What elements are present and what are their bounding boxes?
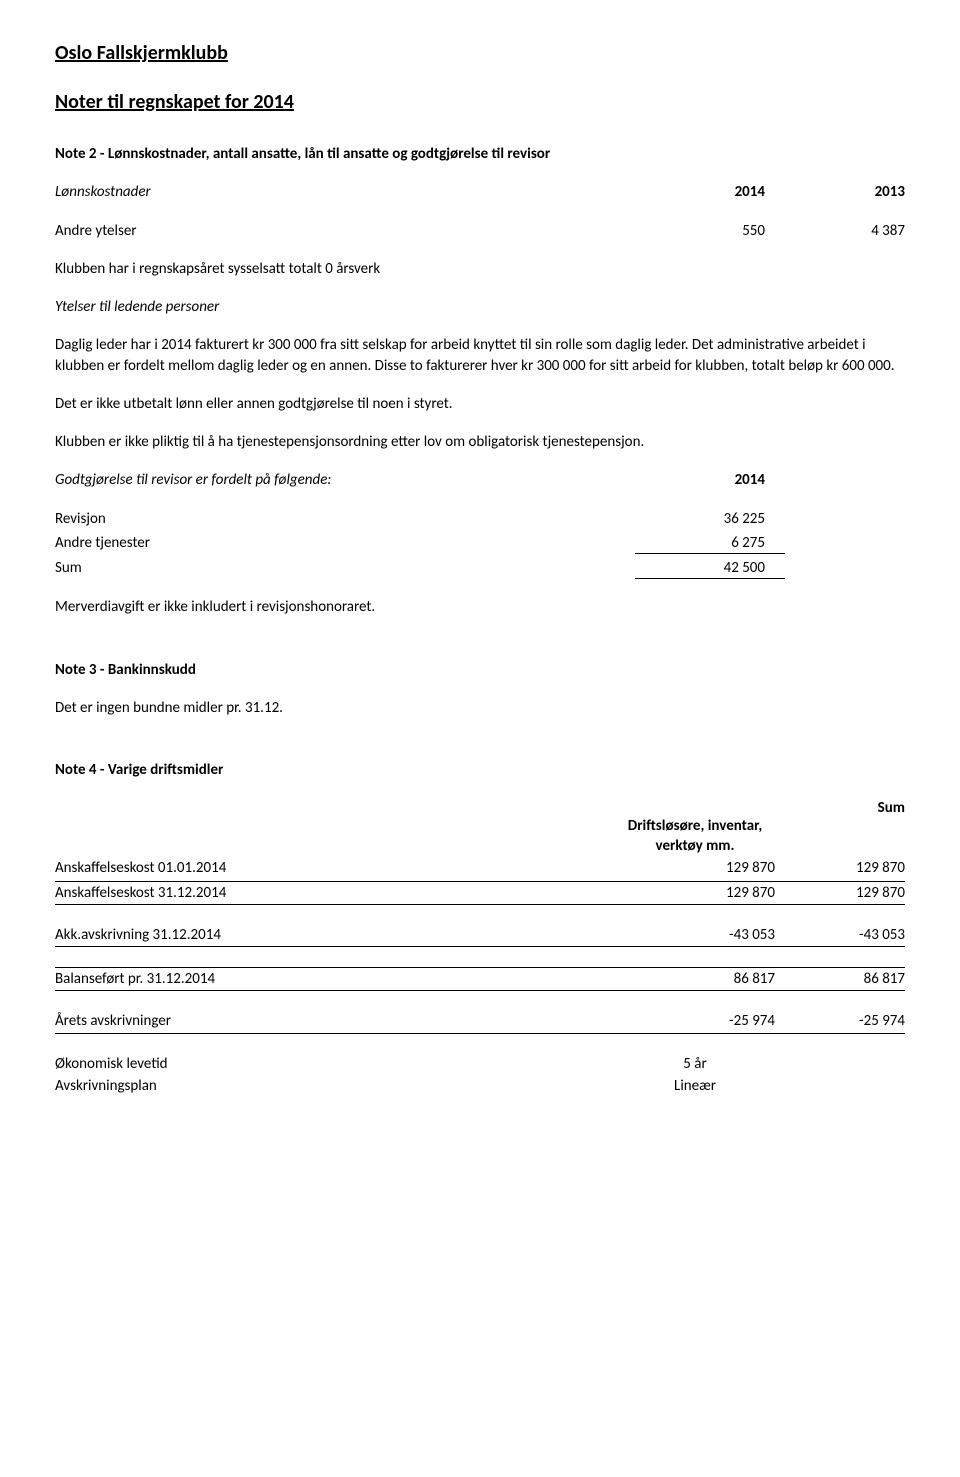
andretj-v: 6 275 xyxy=(635,533,785,554)
andretj-label: Andre tjenester xyxy=(55,533,635,554)
notes-title: Noter til regnskapet for 2014 xyxy=(55,89,905,116)
note2-p5: Merverdiavgift er ikke inkludert i revis… xyxy=(55,597,905,617)
note4-r2-label: Anskaffelseskost 31.12.2014 xyxy=(55,883,615,903)
note4-r1-v1: 129 870 xyxy=(615,858,775,878)
note2-p2: Daglig leder har i 2014 fakturert kr 300… xyxy=(55,335,905,376)
andre-v2: 4 387 xyxy=(785,221,905,241)
godt-label: Godtgjørelse til revisor er fordelt på f… xyxy=(55,470,635,490)
note4-r4-label: Balanseført pr. 31.12.2014 xyxy=(55,969,615,989)
note4-hdr-sum: Sum xyxy=(878,798,905,818)
note4-r5-v1: -25 974 xyxy=(615,1011,775,1031)
rev-v: 36 225 xyxy=(635,509,785,529)
godt-yr: 2014 xyxy=(635,470,785,490)
note4-heading: Note 4 - Varige driftsmidler xyxy=(55,760,905,780)
note2-p4: Klubben er ikke pliktig til å ha tjenest… xyxy=(55,432,905,452)
note4-r6-v: 5 år xyxy=(615,1054,775,1074)
rev-label: Revisjon xyxy=(55,509,635,529)
note4-r5-v2: -25 974 xyxy=(775,1011,905,1031)
note4-r4-v1: 86 817 xyxy=(615,969,775,989)
note4-r2-v1: 129 870 xyxy=(615,883,775,903)
note4-r3-label: Akk.avskrivning 31.12.2014 xyxy=(55,925,615,945)
note4-r1-v2: 129 870 xyxy=(775,858,905,878)
year1-hdr: 2014 xyxy=(635,182,785,202)
org-title: Oslo Fallskjermklubb xyxy=(55,40,905,67)
note4-r7-label: Avskrivningsplan xyxy=(55,1076,615,1096)
note3-heading: Note 3 - Bankinnskudd xyxy=(55,660,905,680)
lonn-label: Lønnskostnader xyxy=(55,182,635,202)
note3-p1: Det er ingen bundne midler pr. 31.12. xyxy=(55,698,905,718)
year2-hdr: 2013 xyxy=(785,182,905,202)
note4-r6-label: Økonomisk levetid xyxy=(55,1054,615,1074)
andre-v1: 550 xyxy=(635,221,785,241)
note4-r3-v2: -43 053 xyxy=(775,925,905,945)
note4-r5-label: Årets avskrivninger xyxy=(55,1011,615,1031)
note4-hdr-col: Driftsløsøre, inventar, verktøy mm. xyxy=(615,816,775,857)
note4-r2-v2: 129 870 xyxy=(775,883,905,903)
note4-r3-v1: -43 053 xyxy=(615,925,775,945)
note2-ytelser-heading: Ytelser til ledende personer xyxy=(55,297,905,317)
sum-label: Sum xyxy=(55,558,635,579)
note2-heading: Note 2 - Lønnskostnader, antall ansatte,… xyxy=(55,144,905,164)
note4-r4-v2: 86 817 xyxy=(775,969,905,989)
note4-r1-label: Anskaffelseskost 01.01.2014 xyxy=(55,858,615,878)
sum-v: 42 500 xyxy=(635,558,785,579)
note2-p3: Det er ikke utbetalt lønn eller annen go… xyxy=(55,394,905,414)
andre-label: Andre ytelser xyxy=(55,221,635,241)
note2-p1: Klubben har i regnskapsåret sysselsatt t… xyxy=(55,259,905,279)
note4-r7-v: Lineær xyxy=(615,1076,775,1096)
